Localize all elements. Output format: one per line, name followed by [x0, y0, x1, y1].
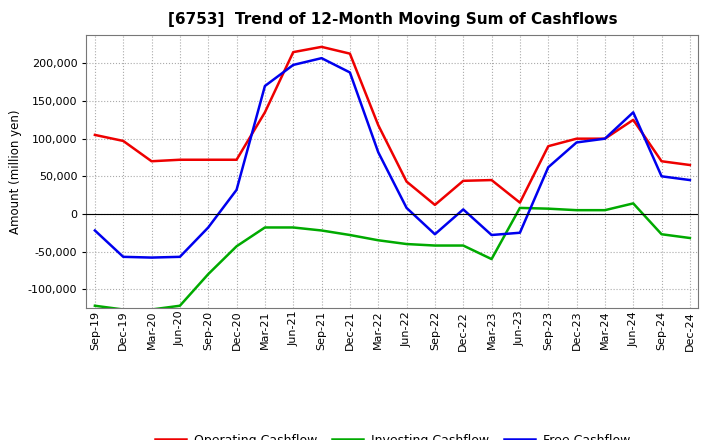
Free Cashflow	[148, 255, 156, 260]
Investing Cashflow	[487, 257, 496, 262]
Investing Cashflow	[459, 243, 467, 248]
Free Cashflow	[516, 230, 524, 235]
Y-axis label: Amount (million yen): Amount (million yen)	[9, 110, 22, 234]
Free Cashflow	[318, 55, 326, 61]
Investing Cashflow	[374, 238, 382, 243]
Operating Cashflow	[572, 136, 581, 141]
Investing Cashflow	[516, 205, 524, 211]
Operating Cashflow	[148, 158, 156, 164]
Title: [6753]  Trend of 12-Month Moving Sum of Cashflows: [6753] Trend of 12-Month Moving Sum of C…	[168, 12, 617, 27]
Operating Cashflow	[289, 49, 297, 55]
Free Cashflow	[204, 225, 212, 230]
Investing Cashflow	[318, 228, 326, 233]
Investing Cashflow	[544, 206, 552, 211]
Investing Cashflow	[572, 208, 581, 213]
Operating Cashflow	[516, 200, 524, 205]
Operating Cashflow	[487, 177, 496, 183]
Operating Cashflow	[204, 157, 212, 162]
Investing Cashflow	[629, 201, 637, 206]
Legend: Operating Cashflow, Investing Cashflow, Free Cashflow: Operating Cashflow, Investing Cashflow, …	[150, 429, 635, 440]
Operating Cashflow	[261, 110, 269, 115]
Free Cashflow	[431, 231, 439, 237]
Free Cashflow	[91, 228, 99, 233]
Free Cashflow	[374, 150, 382, 155]
Operating Cashflow	[374, 122, 382, 128]
Free Cashflow	[629, 110, 637, 115]
Operating Cashflow	[459, 178, 467, 183]
Free Cashflow	[657, 174, 666, 179]
Operating Cashflow	[629, 117, 637, 122]
Free Cashflow	[289, 62, 297, 68]
Operating Cashflow	[318, 44, 326, 50]
Operating Cashflow	[685, 162, 694, 168]
Investing Cashflow	[685, 235, 694, 241]
Operating Cashflow	[544, 143, 552, 149]
Free Cashflow	[346, 70, 354, 75]
Investing Cashflow	[119, 307, 127, 312]
Investing Cashflow	[176, 303, 184, 308]
Free Cashflow	[119, 254, 127, 260]
Free Cashflow	[233, 187, 241, 192]
Operating Cashflow	[233, 157, 241, 162]
Free Cashflow	[544, 165, 552, 170]
Operating Cashflow	[119, 138, 127, 143]
Operating Cashflow	[600, 136, 609, 141]
Investing Cashflow	[148, 307, 156, 312]
Investing Cashflow	[91, 303, 99, 308]
Free Cashflow	[685, 177, 694, 183]
Investing Cashflow	[657, 231, 666, 237]
Investing Cashflow	[346, 232, 354, 238]
Investing Cashflow	[204, 271, 212, 277]
Investing Cashflow	[431, 243, 439, 248]
Operating Cashflow	[91, 132, 99, 138]
Free Cashflow	[261, 83, 269, 88]
Investing Cashflow	[233, 244, 241, 249]
Line: Investing Cashflow: Investing Cashflow	[95, 203, 690, 309]
Free Cashflow	[459, 207, 467, 212]
Line: Free Cashflow: Free Cashflow	[95, 58, 690, 257]
Investing Cashflow	[402, 242, 411, 247]
Investing Cashflow	[261, 225, 269, 230]
Free Cashflow	[572, 140, 581, 145]
Free Cashflow	[176, 254, 184, 260]
Investing Cashflow	[289, 225, 297, 230]
Operating Cashflow	[431, 202, 439, 208]
Free Cashflow	[487, 232, 496, 238]
Operating Cashflow	[657, 158, 666, 164]
Investing Cashflow	[600, 208, 609, 213]
Operating Cashflow	[346, 51, 354, 56]
Operating Cashflow	[176, 157, 184, 162]
Free Cashflow	[402, 205, 411, 211]
Line: Operating Cashflow: Operating Cashflow	[95, 47, 690, 205]
Operating Cashflow	[402, 179, 411, 184]
Free Cashflow	[600, 136, 609, 141]
